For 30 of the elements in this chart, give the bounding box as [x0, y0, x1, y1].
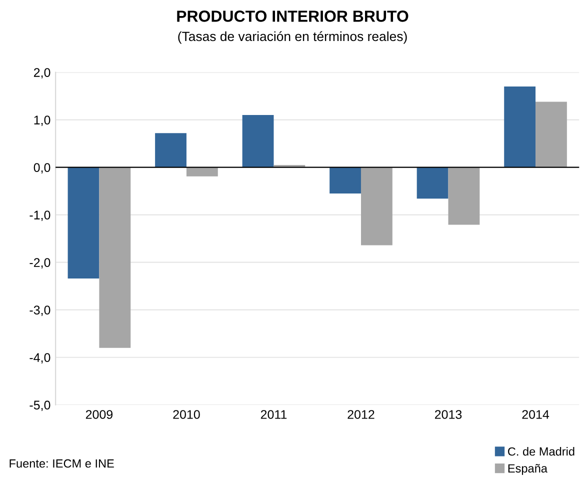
- y-tick-label: 1,0: [34, 116, 50, 126]
- y-tick-label: 2,0: [34, 68, 50, 78]
- bar: [448, 167, 480, 225]
- bar: [360, 167, 392, 246]
- chart-title: PRODUCTO INTERIOR BRUTO: [177, 10, 408, 22]
- source-note: Fuente: IECM e INE: [10, 459, 114, 468]
- bar: [416, 167, 448, 199]
- x-tick-label: 2010: [173, 410, 200, 419]
- y-tick-label: -3,0: [30, 306, 50, 316]
- x-tick-label: 2011: [260, 410, 287, 419]
- bar: [155, 133, 186, 168]
- bar: [186, 167, 218, 176]
- bar: [504, 86, 536, 168]
- y-tick-label: -2,0: [30, 258, 50, 268]
- x-tick-label: 2013: [434, 410, 462, 419]
- y-tick-label: 0,0: [34, 163, 50, 174]
- chart-subtitle: (Tasas de variación en términos reales): [178, 31, 407, 44]
- y-tick-label: -1,0: [30, 210, 50, 221]
- y-tick-label: -4,0: [30, 353, 50, 364]
- bar: [536, 102, 567, 168]
- x-tick-label: 2009: [86, 410, 113, 419]
- bar: [330, 167, 361, 194]
- x-tick-label: 2014: [522, 410, 550, 419]
- x-tick-label: 2012: [348, 410, 374, 419]
- legend-label: C. de Madrid: [508, 447, 574, 456]
- bar: [99, 167, 131, 348]
- y-tick-label: -5,0: [30, 400, 50, 412]
- legend-label: España: [508, 464, 548, 475]
- bar: [68, 167, 100, 278]
- bar: [242, 115, 274, 168]
